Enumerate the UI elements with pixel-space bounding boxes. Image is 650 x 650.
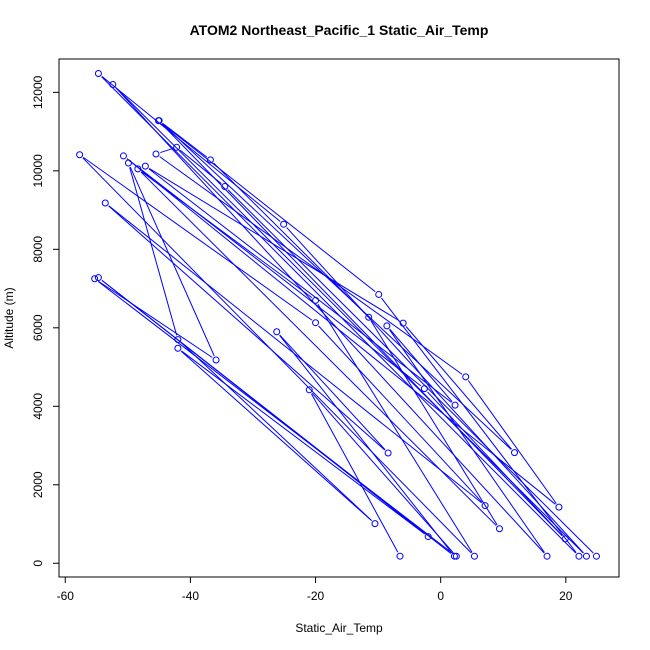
data-point xyxy=(451,401,459,409)
data-point xyxy=(420,385,428,393)
x-axis-label: Static_Air_Temp xyxy=(295,621,383,635)
y-tick-label: 6000 xyxy=(31,314,45,341)
data-point xyxy=(305,386,313,394)
series-segment xyxy=(311,392,454,554)
data-point xyxy=(119,152,127,160)
series-segment xyxy=(140,171,497,526)
series-segment xyxy=(160,148,173,154)
series-segment xyxy=(279,334,386,451)
series-segment xyxy=(101,75,281,222)
data-point xyxy=(173,143,181,151)
series-segment xyxy=(318,325,483,503)
y-axis: 0 2000 4000 6000 8000 10000 12000 xyxy=(31,75,60,567)
x-tick-label: -60 xyxy=(57,589,75,603)
data-point xyxy=(152,150,160,158)
series-segment xyxy=(83,156,313,321)
data-point xyxy=(543,552,551,560)
data-point xyxy=(91,275,99,283)
data-point xyxy=(511,449,519,457)
series-segment xyxy=(115,87,545,554)
x-tick-label: -40 xyxy=(182,589,200,603)
y-tick-label: 2000 xyxy=(31,471,45,498)
series-segment xyxy=(129,167,178,336)
series-segment xyxy=(310,393,399,553)
data-point xyxy=(134,165,142,173)
data-point xyxy=(481,502,489,510)
data-point xyxy=(495,525,503,533)
data-point xyxy=(375,290,383,298)
series-segment xyxy=(129,166,215,357)
series-segment xyxy=(405,326,512,450)
data-point xyxy=(94,70,102,78)
y-tick-label: 4000 xyxy=(31,393,45,420)
x-tick-label: 20 xyxy=(559,589,573,603)
data-point xyxy=(155,117,163,125)
series-segment xyxy=(98,280,213,358)
series-segment xyxy=(161,123,563,537)
series-segment xyxy=(162,122,208,158)
series-segment xyxy=(180,350,372,522)
data-point xyxy=(124,159,132,167)
series-segment xyxy=(162,123,512,450)
chart-title: ATOM2 Northeast_Pacific_1 Static_Air_Tem… xyxy=(190,22,489,38)
data-point xyxy=(399,319,407,327)
series-segment xyxy=(108,205,386,451)
data-point xyxy=(365,313,373,321)
data-point xyxy=(312,319,320,327)
y-axis-label: Altitude (m) xyxy=(2,287,16,348)
data-point xyxy=(470,552,478,560)
series-segment xyxy=(279,334,453,553)
data-point xyxy=(174,336,182,344)
series-segment xyxy=(148,168,452,403)
data-point xyxy=(561,535,569,543)
data-point xyxy=(384,449,392,457)
data-point xyxy=(396,552,404,560)
y-tick-label: 10000 xyxy=(31,154,45,188)
data-point xyxy=(582,552,590,560)
data-layer xyxy=(76,70,600,560)
series-segment xyxy=(389,329,545,553)
series-segment xyxy=(115,87,584,554)
data-point xyxy=(273,328,281,336)
y-tick-label: 0 xyxy=(31,560,45,567)
data-point xyxy=(424,533,432,541)
data-point xyxy=(109,81,117,89)
series-segment xyxy=(97,281,454,554)
data-point xyxy=(555,503,563,511)
series-segment xyxy=(213,162,366,315)
data-point xyxy=(221,183,229,191)
data-point xyxy=(76,151,84,159)
series-segment xyxy=(370,320,498,526)
data-point xyxy=(212,356,220,364)
series-segment xyxy=(101,279,425,535)
y-tick-label: 8000 xyxy=(31,236,45,263)
data-point xyxy=(452,552,460,560)
series-segment xyxy=(126,158,556,505)
series-segment xyxy=(317,303,473,553)
data-point xyxy=(575,552,583,560)
series-segment xyxy=(467,380,557,504)
data-point xyxy=(450,552,458,560)
data-point xyxy=(312,296,320,304)
data-point xyxy=(141,162,149,170)
x-tick-label: 0 xyxy=(437,589,444,603)
series-segment xyxy=(381,297,577,553)
x-tick-label: -20 xyxy=(307,589,325,603)
data-point xyxy=(206,156,214,164)
data-point xyxy=(280,220,288,228)
data-point xyxy=(462,373,470,381)
data-point xyxy=(371,520,379,528)
series-segment xyxy=(148,168,400,322)
data-point xyxy=(383,322,391,330)
data-point xyxy=(592,552,600,560)
data-point xyxy=(174,344,182,352)
data-point xyxy=(94,274,102,282)
series-segment xyxy=(161,123,376,293)
y-tick-label: 12000 xyxy=(31,75,45,109)
series-segment xyxy=(141,171,313,299)
data-point xyxy=(101,199,109,207)
series-segment xyxy=(180,342,373,521)
x-axis: -60 -40 -20 0 20 xyxy=(57,576,573,603)
